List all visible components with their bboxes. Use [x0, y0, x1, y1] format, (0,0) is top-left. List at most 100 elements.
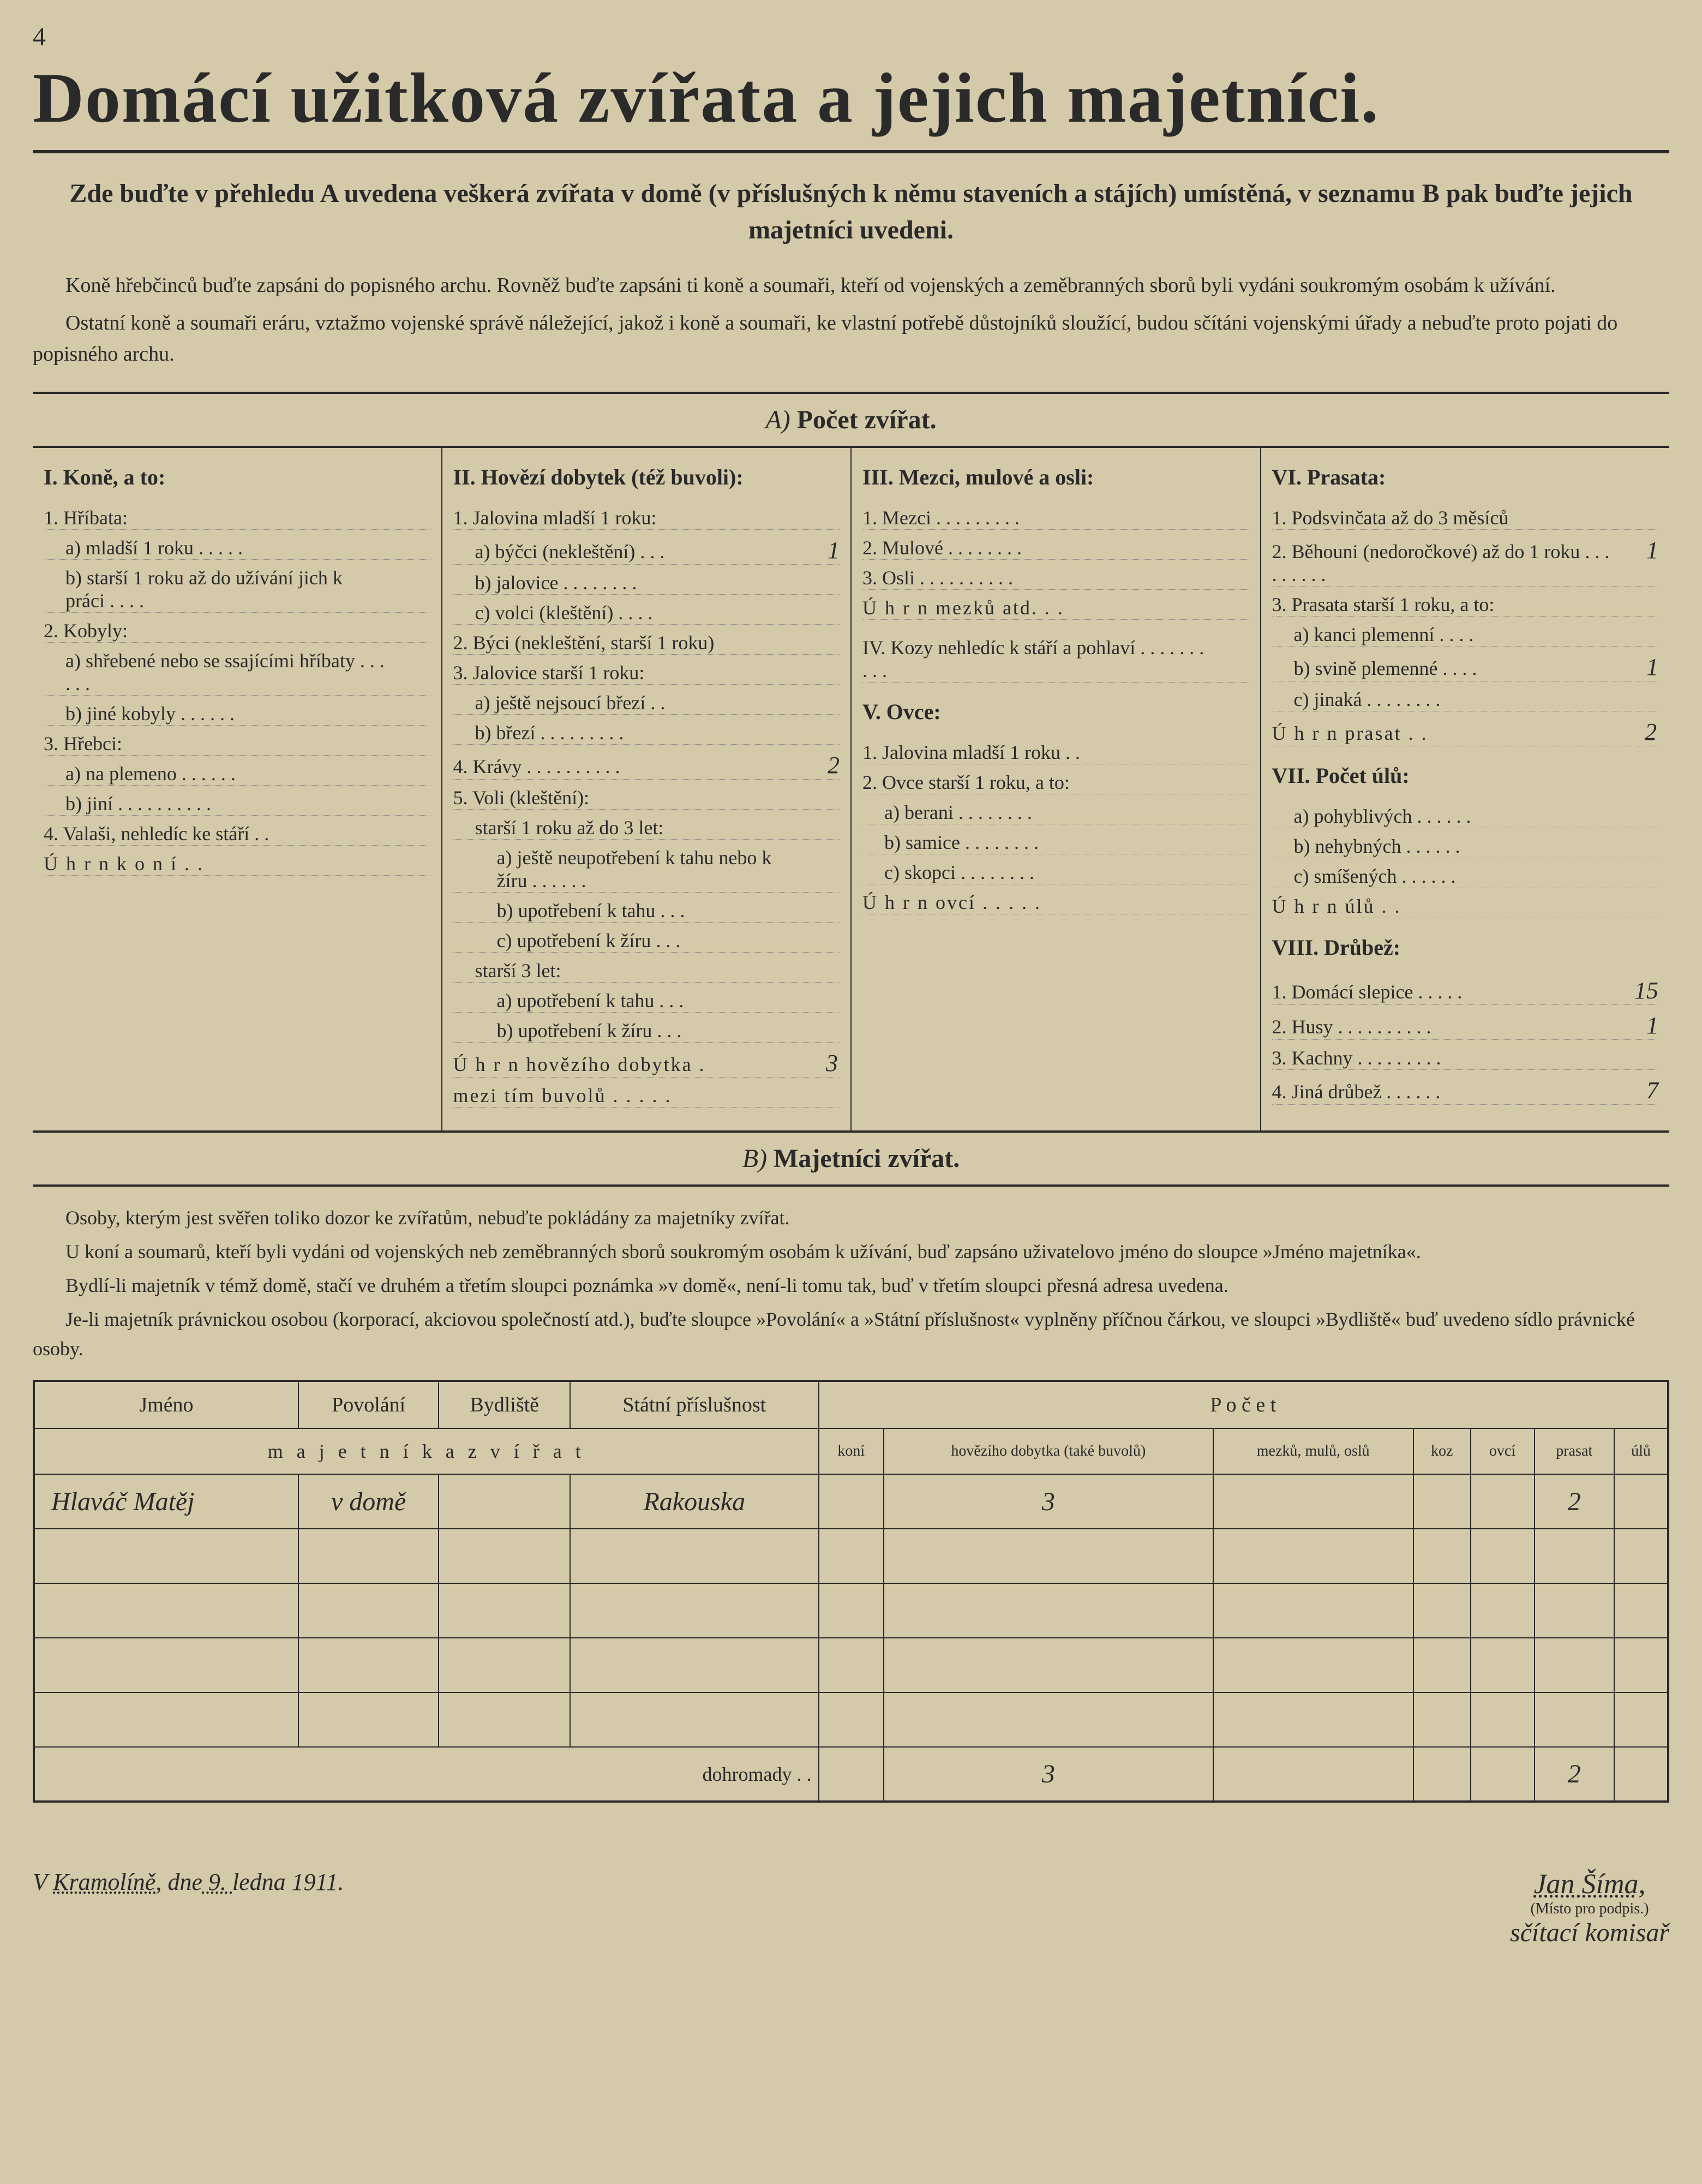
date-suffix: ledna 1911.	[232, 1869, 344, 1895]
table-row	[34, 1529, 1668, 1583]
th-statni: Státní příslušnost	[570, 1381, 818, 1428]
b-p2: U koní a soumarů, kteří byli vydáni od v…	[33, 1237, 1669, 1266]
label: 3. Kachny . . . . . . . . .	[1272, 1046, 1615, 1069]
owners-table: Jméno Povolání Bydliště Státní příslušno…	[33, 1380, 1669, 1803]
row: b) jiné kobyly . . . . . .	[44, 702, 430, 726]
label: 2. Mulové . . . . . . . .	[862, 536, 1206, 559]
row: 3. Hřebci:	[44, 732, 430, 756]
row: a) berani . . . . . . . .	[862, 801, 1249, 824]
label: 3. Hřebci:	[44, 732, 387, 755]
value: 1	[1615, 1012, 1658, 1039]
row: a) upotřebení k tahu . . .	[453, 989, 840, 1013]
header-row-1: Jméno Povolání Bydliště Státní příslušno…	[34, 1381, 1668, 1428]
label: 2. Ovce starší 1 roku, a to:	[862, 771, 1249, 794]
row: b) samice . . . . . . . .	[862, 831, 1249, 854]
th-pocet: P o č e t	[819, 1381, 1669, 1428]
label: 4. Valaši, nehledíc ke stáří . .	[44, 822, 387, 845]
cell-povolani: v domě	[298, 1474, 439, 1529]
th-koni: koní	[819, 1428, 884, 1474]
row: b) jalovice . . . . . . . .	[453, 571, 840, 595]
col-mules-goats-sheep: III. Mezci, mulové a osli: 1. Mezci . . …	[852, 448, 1261, 1130]
row: 3. Kachny . . . . . . . . .	[1272, 1046, 1659, 1070]
row: c) smíšených . . . . . .	[1272, 865, 1659, 888]
label: a) býčci (nekleštění) . . .	[475, 540, 796, 563]
label: c) volci (kleštění) . . . .	[475, 601, 796, 624]
total-ovci	[1471, 1747, 1535, 1802]
cell-ulu	[1614, 1474, 1668, 1529]
signature-name: Jan Šíma,	[1510, 1868, 1669, 1900]
label: c) upotřebení k žíru . . .	[497, 929, 796, 952]
row: c) skopci . . . . . . . .	[862, 861, 1249, 884]
label: 1. Jalovina mladší 1 roku:	[453, 506, 840, 529]
label: mezi tím buvolů . . . . .	[453, 1084, 796, 1107]
row: 1. Hříbata:	[44, 506, 430, 530]
col3-header-iii: III. Mezci, mulové a osli:	[862, 464, 1249, 490]
label: b) březí . . . . . . . . .	[475, 721, 796, 744]
section-a-header: A) Počet zvířat.	[33, 392, 1669, 448]
label: 4. Krávy . . . . . . . . . .	[453, 755, 796, 778]
total-hov: 3	[884, 1747, 1213, 1802]
label: a) ještě neupotřebení k tahu nebo k žíru…	[497, 846, 796, 892]
label: 3. Osli . . . . . . . . . .	[862, 566, 1206, 589]
th-ulu: úlů	[1614, 1428, 1668, 1474]
label: 1. Domácí slepice . . . . .	[1272, 980, 1615, 1003]
row: b) jiní . . . . . . . . . .	[44, 792, 430, 816]
section-a-title: Počet zvířat.	[797, 405, 937, 434]
th-ovci: ovcí	[1471, 1428, 1535, 1474]
page-number: 4	[33, 22, 1669, 52]
label: Ú h r n mezků atd. . .	[862, 596, 1206, 619]
label: b) jiné kobyly . . . . . .	[65, 702, 387, 725]
value: 1	[1615, 653, 1658, 681]
header-row-2: m a j e t n í k a z v í ř a t koní hověz…	[34, 1428, 1668, 1474]
th-prasat: prasat	[1535, 1428, 1614, 1474]
label: a) pohyblivých . . . . . .	[1294, 805, 1615, 828]
col4-header-vii: VII. Počet úlů:	[1272, 763, 1659, 788]
signature-role: sčítací komisař	[1510, 1918, 1669, 1948]
label: a) mladší 1 roku . . . . .	[65, 536, 387, 559]
subtitle: Zde buďte v přehledu A uvedena veškerá z…	[33, 175, 1669, 248]
row: 1. Jalovina mladší 1 roku . .	[862, 741, 1249, 764]
row: b) svině plemenné . . . .1	[1272, 653, 1659, 681]
label: 2. Husy . . . . . . . . . .	[1272, 1015, 1615, 1038]
row-total: Ú h r n hovězího dobytka .3	[453, 1049, 840, 1078]
row: 2. Běhouni (nedoročkové) až do 1 roku . …	[1272, 536, 1659, 587]
row: c) jinaká . . . . . . . .	[1272, 688, 1659, 711]
row: b) březí . . . . . . . . .	[453, 721, 840, 745]
row: 4. Krávy . . . . . . . . . .2	[453, 751, 840, 780]
row: 1. Podsvinčata až do 3 měsíců	[1272, 506, 1659, 530]
label: c) skopci . . . . . . . .	[884, 861, 1206, 884]
cell-hov: 3	[884, 1474, 1213, 1529]
row: b) starší 1 roku až do užívání jich k pr…	[44, 566, 430, 613]
label: Ú h r n prasat . .	[1272, 722, 1615, 745]
table-row: Hlaváč Matěj v domě Rakouska 3 2	[34, 1474, 1668, 1529]
place-prefix: V	[33, 1869, 53, 1895]
th-sub-left: m a j e t n í k a z v í ř a t	[34, 1428, 819, 1474]
label: a) upotřebení k tahu . . .	[497, 989, 796, 1012]
label: a) berani . . . . . . . .	[884, 801, 1206, 824]
label: Ú h r n úlů . .	[1272, 895, 1615, 918]
row: IV. Kozy nehledíc k stáří a pohlaví . . …	[862, 636, 1249, 683]
row-total: Ú h r n ovcí . . . . .	[862, 891, 1249, 914]
col-pigs-hives-poultry: VI. Prasata: 1. Podsvinčata až do 3 měsí…	[1261, 448, 1670, 1130]
label: starší 1 roku až do 3 let:	[475, 816, 840, 839]
row-total: Ú h r n k o n í . .	[44, 852, 430, 876]
label: 2. Býci (nekleštění, starší 1 roku)	[453, 631, 796, 654]
label: starší 3 let:	[475, 959, 840, 982]
col1-header: I. Koně, a to:	[44, 464, 430, 490]
col-cattle: II. Hovězí dobytek (též buvoli): 1. Jalo…	[442, 448, 852, 1130]
date-prefix: , dne	[155, 1869, 202, 1895]
cell-prasat: 2	[1535, 1474, 1614, 1529]
label: c) jinaká . . . . . . . .	[1294, 688, 1615, 711]
row: a) shřebené nebo se ssajícími hříbaty . …	[44, 649, 430, 696]
cell-jmeno: Hlaváč Matěj	[34, 1474, 298, 1529]
row-total: mezi tím buvolů . . . . .	[453, 1084, 840, 1108]
value: 15	[1615, 977, 1658, 1004]
b-p3: Bydlí-li majetník v témž domě, stačí ve …	[33, 1271, 1669, 1300]
day: 9.	[202, 1869, 232, 1895]
total-koni	[819, 1747, 884, 1802]
label: a) ještě nejsoucí březí . .	[475, 691, 796, 714]
value: 2	[796, 751, 840, 779]
value: 1	[1615, 536, 1658, 564]
row: b) upotřebení k tahu . . .	[453, 899, 840, 923]
label: b) upotřebení k žíru . . .	[497, 1019, 796, 1042]
